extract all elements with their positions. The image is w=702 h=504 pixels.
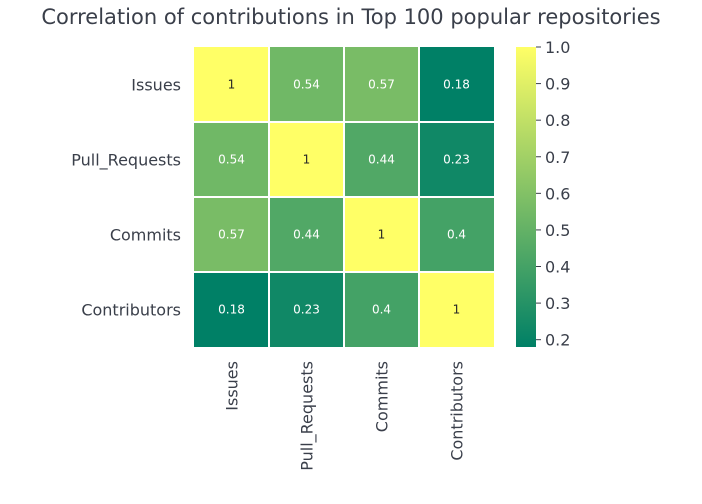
colorbar-tick-label: 0.9 [545, 75, 570, 94]
row-label: Issues [131, 76, 181, 95]
cell-value-label: 0.18 [218, 303, 245, 317]
colorbar-tick-label: 0.5 [545, 221, 570, 240]
heatmap-cell [269, 122, 344, 197]
heatmap-cell [419, 197, 494, 272]
colorbar-tick-label: 0.3 [545, 294, 570, 313]
heatmap-cell [194, 122, 269, 197]
cell-value-label: 0.23 [293, 303, 320, 317]
column-label: Pull_Requests [298, 361, 318, 471]
colorbar-tick-label: 0.6 [545, 184, 570, 203]
heatmap-cell [269, 272, 344, 347]
cell-value-label: 0.4 [447, 228, 466, 242]
colorbar-tick-label: 0.2 [545, 331, 570, 350]
row-label: Pull_Requests [71, 151, 181, 171]
cell-value-label: 0.23 [443, 153, 470, 167]
cell-value-label: 0.18 [443, 78, 470, 92]
cell-value-label: 1 [453, 303, 461, 317]
cell-value-label: 0.54 [293, 78, 320, 92]
row-label: Commits [110, 226, 181, 245]
column-label: Issues [223, 361, 242, 411]
heatmap-cell [419, 122, 494, 197]
colorbar-tick-label: 1.0 [545, 38, 570, 57]
heatmap-cell [344, 272, 419, 347]
row-label: Contributors [81, 301, 181, 320]
cell-value-label: 0.44 [293, 228, 320, 242]
cell-value-label: 0.57 [218, 228, 245, 242]
cell-value-label: 0.4 [372, 303, 391, 317]
cell-value-label: 1 [303, 153, 311, 167]
heatmap-cell [419, 47, 494, 122]
column-label: Contributors [448, 361, 467, 461]
heatmap-cell [344, 197, 419, 272]
column-label: Commits [373, 361, 392, 432]
cell-value-label: 1 [228, 78, 236, 92]
heatmap-cell [419, 272, 494, 347]
cell-value-label: 0.57 [368, 78, 395, 92]
colorbar-tick-label: 0.4 [545, 258, 570, 277]
cell-value-label: 1 [378, 228, 386, 242]
colorbar-tick-label: 0.7 [545, 148, 570, 167]
heatmap-cell [344, 47, 419, 122]
heatmap-cell [194, 272, 269, 347]
cell-value-label: 0.44 [368, 153, 395, 167]
heatmap-cell [344, 122, 419, 197]
heatmap-cell [269, 47, 344, 122]
cell-value-label: 0.54 [218, 153, 245, 167]
heatmap-cell [194, 47, 269, 122]
colorbar-tick-label: 0.8 [545, 111, 570, 130]
colorbar [516, 47, 536, 347]
chart-title: Correlation of contributions in Top 100 … [41, 5, 661, 29]
heatmap-cell [269, 197, 344, 272]
heatmap-cell [194, 197, 269, 272]
